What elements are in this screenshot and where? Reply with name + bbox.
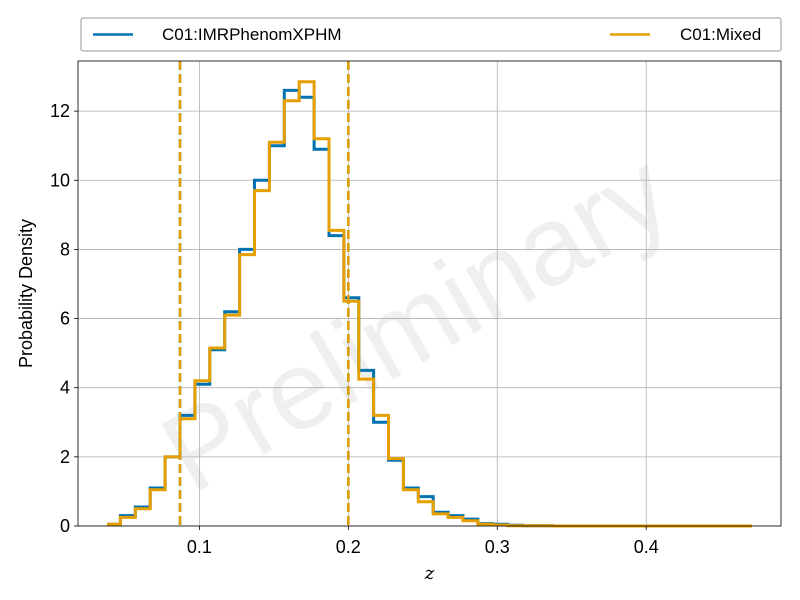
y-tick-label: 12 bbox=[50, 101, 70, 121]
y-axis-label: Probability Density bbox=[16, 219, 36, 368]
legend: C01:IMRPhenomXPHM C01:Mixed bbox=[80, 17, 782, 52]
y-tick-label: 4 bbox=[60, 378, 70, 398]
y-tick-label: 6 bbox=[60, 309, 70, 329]
x-tick-label: 0.3 bbox=[485, 537, 510, 557]
axis-ticks: 0.1 0.2 0.3 0.4 0 2 4 6 8 10 12 bbox=[50, 101, 659, 557]
x-axis-label: z bbox=[424, 563, 435, 584]
plot-frame bbox=[77, 60, 782, 527]
x-tick-label: 0.4 bbox=[634, 537, 659, 557]
legend-label-mixed: C01:Mixed bbox=[680, 25, 761, 44]
legend-label-imrphenomxphm: C01:IMRPhenomXPHM bbox=[162, 25, 342, 44]
y-tick-label: 8 bbox=[60, 239, 70, 259]
legend-box bbox=[80, 17, 782, 52]
y-tick-label: 10 bbox=[50, 170, 70, 190]
y-tick-label: 2 bbox=[60, 447, 70, 467]
x-tick-label: 0.2 bbox=[336, 537, 361, 557]
x-tick-label: 0.1 bbox=[187, 537, 212, 557]
y-tick-label: 0 bbox=[60, 516, 70, 536]
